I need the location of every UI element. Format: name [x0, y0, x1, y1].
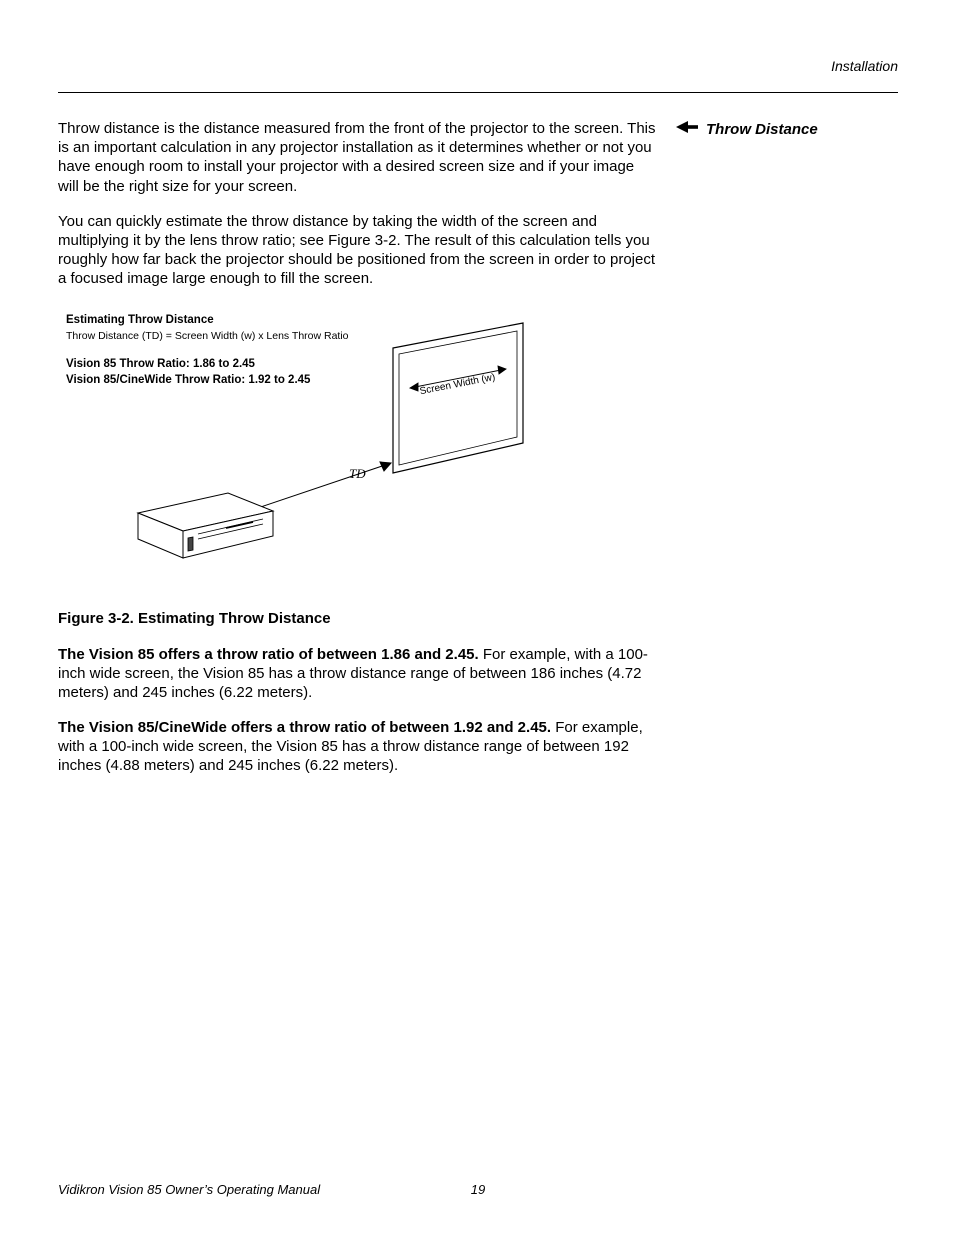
diagram-area: Estimating Throw Distance Throw Distance… — [58, 313, 656, 588]
td-label: TD — [349, 466, 366, 481]
footer: Vidikron Vision 85 Owner’s Operating Man… — [58, 1182, 898, 1197]
side-arrow-icon — [676, 121, 698, 133]
paragraph-3: The Vision 85 offers a throw ratio of be… — [58, 645, 656, 703]
screen-width-label: Screen Width (w) — [419, 371, 496, 396]
paragraph-2: You can quickly estimate the throw dista… — [58, 212, 656, 289]
paragraph-1: Throw distance is the distance measured … — [58, 119, 656, 196]
content-row: Throw distance is the distance measured … — [58, 119, 898, 305]
diagram-caption-formula: Throw Distance (TD) = Screen Width (w) x… — [66, 329, 349, 343]
paragraph-4-bold: The Vision 85/CineWide offers a throw ra… — [58, 719, 551, 736]
footer-manual-title: Vidikron Vision 85 Owner’s Operating Man… — [58, 1182, 320, 1197]
paragraph-3-bold: The Vision 85 offers a throw ratio of be… — [58, 646, 479, 663]
projector-shape — [138, 493, 273, 558]
figure-caption: Figure 3-2. Estimating Throw Distance — [58, 610, 898, 627]
paragraph-4: The Vision 85/CineWide offers a throw ra… — [58, 718, 656, 776]
diagram-ratio-line-1: Vision 85 Throw Ratio: 1.86 to 2.45 — [66, 357, 349, 373]
body-text-column: Throw distance is the distance measured … — [58, 119, 656, 305]
page: Installation Throw distance is the dista… — [0, 0, 954, 1235]
diagram-ratio-lines: Vision 85 Throw Ratio: 1.86 to 2.45 Visi… — [66, 357, 349, 388]
section-header: Installation — [58, 58, 898, 74]
diagram-ratio-line-2: Vision 85/CineWide Throw Ratio: 1.92 to … — [66, 373, 349, 389]
side-heading-column: Throw Distance — [676, 119, 898, 138]
footer-page-number: 19 — [471, 1182, 485, 1197]
screen-shape — [393, 323, 523, 473]
side-heading: Throw Distance — [706, 121, 818, 138]
diagram-caption-block: Estimating Throw Distance Throw Distance… — [66, 313, 349, 389]
diagram-caption-title: Estimating Throw Distance — [66, 313, 349, 329]
horizontal-rule — [58, 92, 898, 93]
below-text: The Vision 85 offers a throw ratio of be… — [58, 645, 656, 776]
